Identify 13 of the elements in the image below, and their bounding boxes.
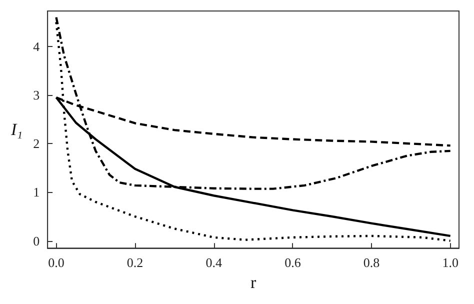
y-axis-title: I₁ [10, 120, 23, 140]
x-tick-label: 0.6 [284, 255, 302, 270]
y-tick-label: 0 [33, 233, 40, 248]
y-tick-label: 1 [33, 184, 40, 200]
x-tick-label: 0.0 [48, 255, 64, 270]
y-tick-label: 4 [33, 38, 40, 54]
x-tick-label: 0.4 [206, 255, 222, 270]
y-tick-label: 2 [33, 136, 40, 152]
x-tick-label: 0.8 [363, 255, 380, 270]
x-tick-label: 1.0 [442, 255, 458, 270]
x-tick-label: 0.2 [126, 255, 144, 270]
x-axis-title: r [250, 273, 256, 292]
y-tick-label: 3 [33, 88, 40, 103]
